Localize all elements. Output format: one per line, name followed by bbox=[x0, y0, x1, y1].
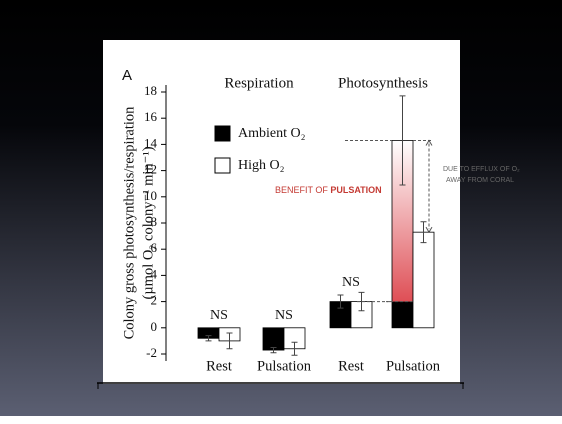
error-bar bbox=[270, 346, 277, 354]
error-bar bbox=[358, 291, 365, 312]
y-tick-label: 10 bbox=[144, 188, 157, 203]
annotation-part: BENEFIT OF bbox=[275, 185, 330, 195]
bar bbox=[412, 231, 435, 329]
error-bar bbox=[226, 332, 233, 350]
x-tick-label: Pulsation bbox=[257, 358, 312, 374]
significance-label: NS bbox=[342, 275, 360, 290]
group-title: Respiration bbox=[224, 75, 294, 91]
error-bar bbox=[291, 341, 298, 356]
y-tick-label: 0 bbox=[151, 319, 158, 334]
x-tick-label: Rest bbox=[338, 358, 364, 374]
legend-label: Ambient O₂ bbox=[238, 126, 306, 141]
legend-label: High O₂ bbox=[238, 158, 285, 173]
y-tick-label: 16 bbox=[144, 109, 158, 124]
y-tick-label: 4 bbox=[151, 266, 158, 281]
significance-label: NS bbox=[275, 308, 293, 323]
error-bar bbox=[420, 221, 427, 244]
error-bar bbox=[399, 95, 406, 186]
x-tick-label: Rest bbox=[206, 358, 232, 374]
y-axis-label: Colony gross photosynthesis/respiration bbox=[121, 106, 137, 340]
y-tick-label: 12 bbox=[144, 162, 157, 177]
legend-swatch bbox=[214, 125, 231, 142]
y-tick-label: 18 bbox=[144, 83, 157, 98]
annotation-part: PULSATION bbox=[330, 185, 381, 195]
legend-swatch bbox=[214, 157, 231, 174]
bar bbox=[262, 327, 285, 351]
error-bar bbox=[205, 335, 212, 342]
benefit-annotation: BENEFIT OF PULSATION bbox=[275, 185, 382, 195]
panel-label: A bbox=[122, 67, 132, 84]
efflux-annotation: AWAY FROM CORAL bbox=[446, 177, 514, 184]
y-tick-label: 6 bbox=[151, 240, 158, 255]
arrow-head bbox=[425, 139, 433, 146]
y-axis-label: (µmol O₂ colony⁻¹ min⁻¹) bbox=[140, 146, 156, 299]
efflux-annotation: DUE TO EFFLUX OF O₂ bbox=[443, 166, 520, 173]
y-tick-label: 8 bbox=[151, 214, 158, 229]
error-bar bbox=[337, 294, 344, 309]
rest-level-overlay bbox=[392, 301, 413, 328]
significance-label: NS bbox=[210, 308, 228, 323]
y-tick-label: 14 bbox=[144, 135, 158, 150]
x-tick-label: Pulsation bbox=[386, 358, 441, 374]
group-title: Photosynthesis bbox=[338, 75, 428, 91]
y-tick-label: 2 bbox=[151, 293, 158, 308]
y-tick-label: -2 bbox=[146, 345, 157, 360]
